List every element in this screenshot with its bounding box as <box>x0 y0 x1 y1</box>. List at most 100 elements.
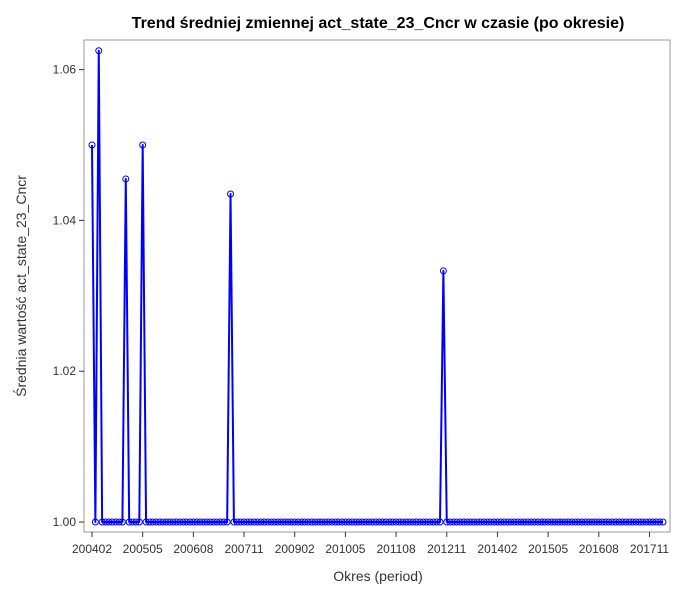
data-point <box>554 518 562 526</box>
data-point <box>88 141 96 149</box>
data-point <box>615 518 623 526</box>
x-tick-label: 200505 <box>123 542 163 556</box>
x-tick-label: 201108 <box>377 542 416 556</box>
data-point <box>429 518 437 526</box>
data-point <box>612 518 620 526</box>
x-tick-label: 201005 <box>325 542 365 556</box>
data-point <box>564 518 572 526</box>
data-point <box>135 518 143 526</box>
data-point <box>652 518 660 526</box>
data-point <box>382 518 390 526</box>
x-tick-label: 201505 <box>528 542 568 556</box>
data-point <box>270 518 278 526</box>
data-point <box>568 518 576 526</box>
data-point <box>152 518 160 526</box>
data-point <box>561 518 569 526</box>
x-axis-label: Okres (period) <box>333 568 422 584</box>
data-point <box>605 518 613 526</box>
data-point <box>520 518 528 526</box>
data-point <box>139 141 147 149</box>
data-point <box>439 267 447 275</box>
data-point <box>510 518 518 526</box>
data-point <box>551 518 559 526</box>
data-point <box>571 518 579 526</box>
data-point <box>254 518 262 526</box>
x-tick-label: 200608 <box>173 542 213 556</box>
data-point <box>206 518 214 526</box>
data-point <box>548 518 555 526</box>
data-point <box>490 518 498 526</box>
data-point <box>233 518 241 526</box>
data-point <box>176 518 184 526</box>
data-point <box>257 518 265 526</box>
data-point <box>595 518 603 526</box>
data-point <box>287 518 295 526</box>
data-point <box>362 518 370 526</box>
data-point <box>122 175 130 183</box>
y-tick-label: 1.00 <box>53 515 77 529</box>
data-point <box>463 518 471 526</box>
data-point <box>487 518 495 526</box>
data-point <box>544 518 552 526</box>
y-axis: 1.00 1.02 1.04 1.06 <box>53 63 84 529</box>
data-point <box>504 518 512 526</box>
data-point <box>433 518 441 526</box>
data-point <box>608 518 616 526</box>
data-point <box>227 190 235 198</box>
data-point <box>412 518 420 526</box>
data-point <box>108 518 116 526</box>
data-point <box>443 518 451 526</box>
x-tick-label: 201211 <box>427 542 466 556</box>
data-point <box>196 518 204 526</box>
data-point <box>372 518 380 526</box>
y-tick-label: 1.02 <box>53 364 77 378</box>
data-point <box>426 518 434 526</box>
data-point <box>656 518 664 526</box>
data-point <box>581 518 589 526</box>
data-point <box>308 518 316 526</box>
data-point <box>115 518 123 526</box>
data-point <box>189 518 197 526</box>
data-point <box>639 518 647 526</box>
data-point <box>156 518 164 526</box>
data-point <box>365 518 373 526</box>
data-point <box>328 518 336 526</box>
data-point <box>588 518 596 526</box>
data-point <box>575 518 583 526</box>
data-point <box>345 518 353 526</box>
y-tick-label: 1.06 <box>53 63 77 77</box>
data-point <box>186 518 194 526</box>
data-point <box>368 518 376 526</box>
data-point <box>450 518 458 526</box>
data-point <box>436 518 444 526</box>
data-point <box>453 518 461 526</box>
data-point <box>240 518 248 526</box>
data-point <box>304 518 312 526</box>
data-point <box>493 518 501 526</box>
data-point <box>341 518 349 526</box>
data-point <box>507 518 515 526</box>
data-point <box>389 518 397 526</box>
data-point <box>399 518 407 526</box>
data-point <box>598 518 606 526</box>
data-point <box>392 518 400 526</box>
data-point <box>527 518 535 526</box>
data-point <box>125 518 133 526</box>
data-point <box>179 518 187 526</box>
data-point <box>250 518 258 526</box>
data-point <box>200 518 207 526</box>
data-point <box>632 518 640 526</box>
data-point <box>223 518 231 526</box>
x-axis: 200402 200505 200608 200711 200902 201005 2011… <box>72 532 669 556</box>
data-point <box>591 518 599 526</box>
data-point <box>385 518 393 526</box>
data-point <box>355 518 363 526</box>
data-point <box>264 518 272 526</box>
data-point <box>335 518 343 526</box>
data-point <box>419 518 427 526</box>
y-axis-label: Średnia wartość act_state_23_Cncr <box>12 175 29 397</box>
data-point <box>331 518 339 526</box>
data-point <box>622 518 630 526</box>
data-point <box>480 518 488 526</box>
data-point <box>243 518 251 526</box>
